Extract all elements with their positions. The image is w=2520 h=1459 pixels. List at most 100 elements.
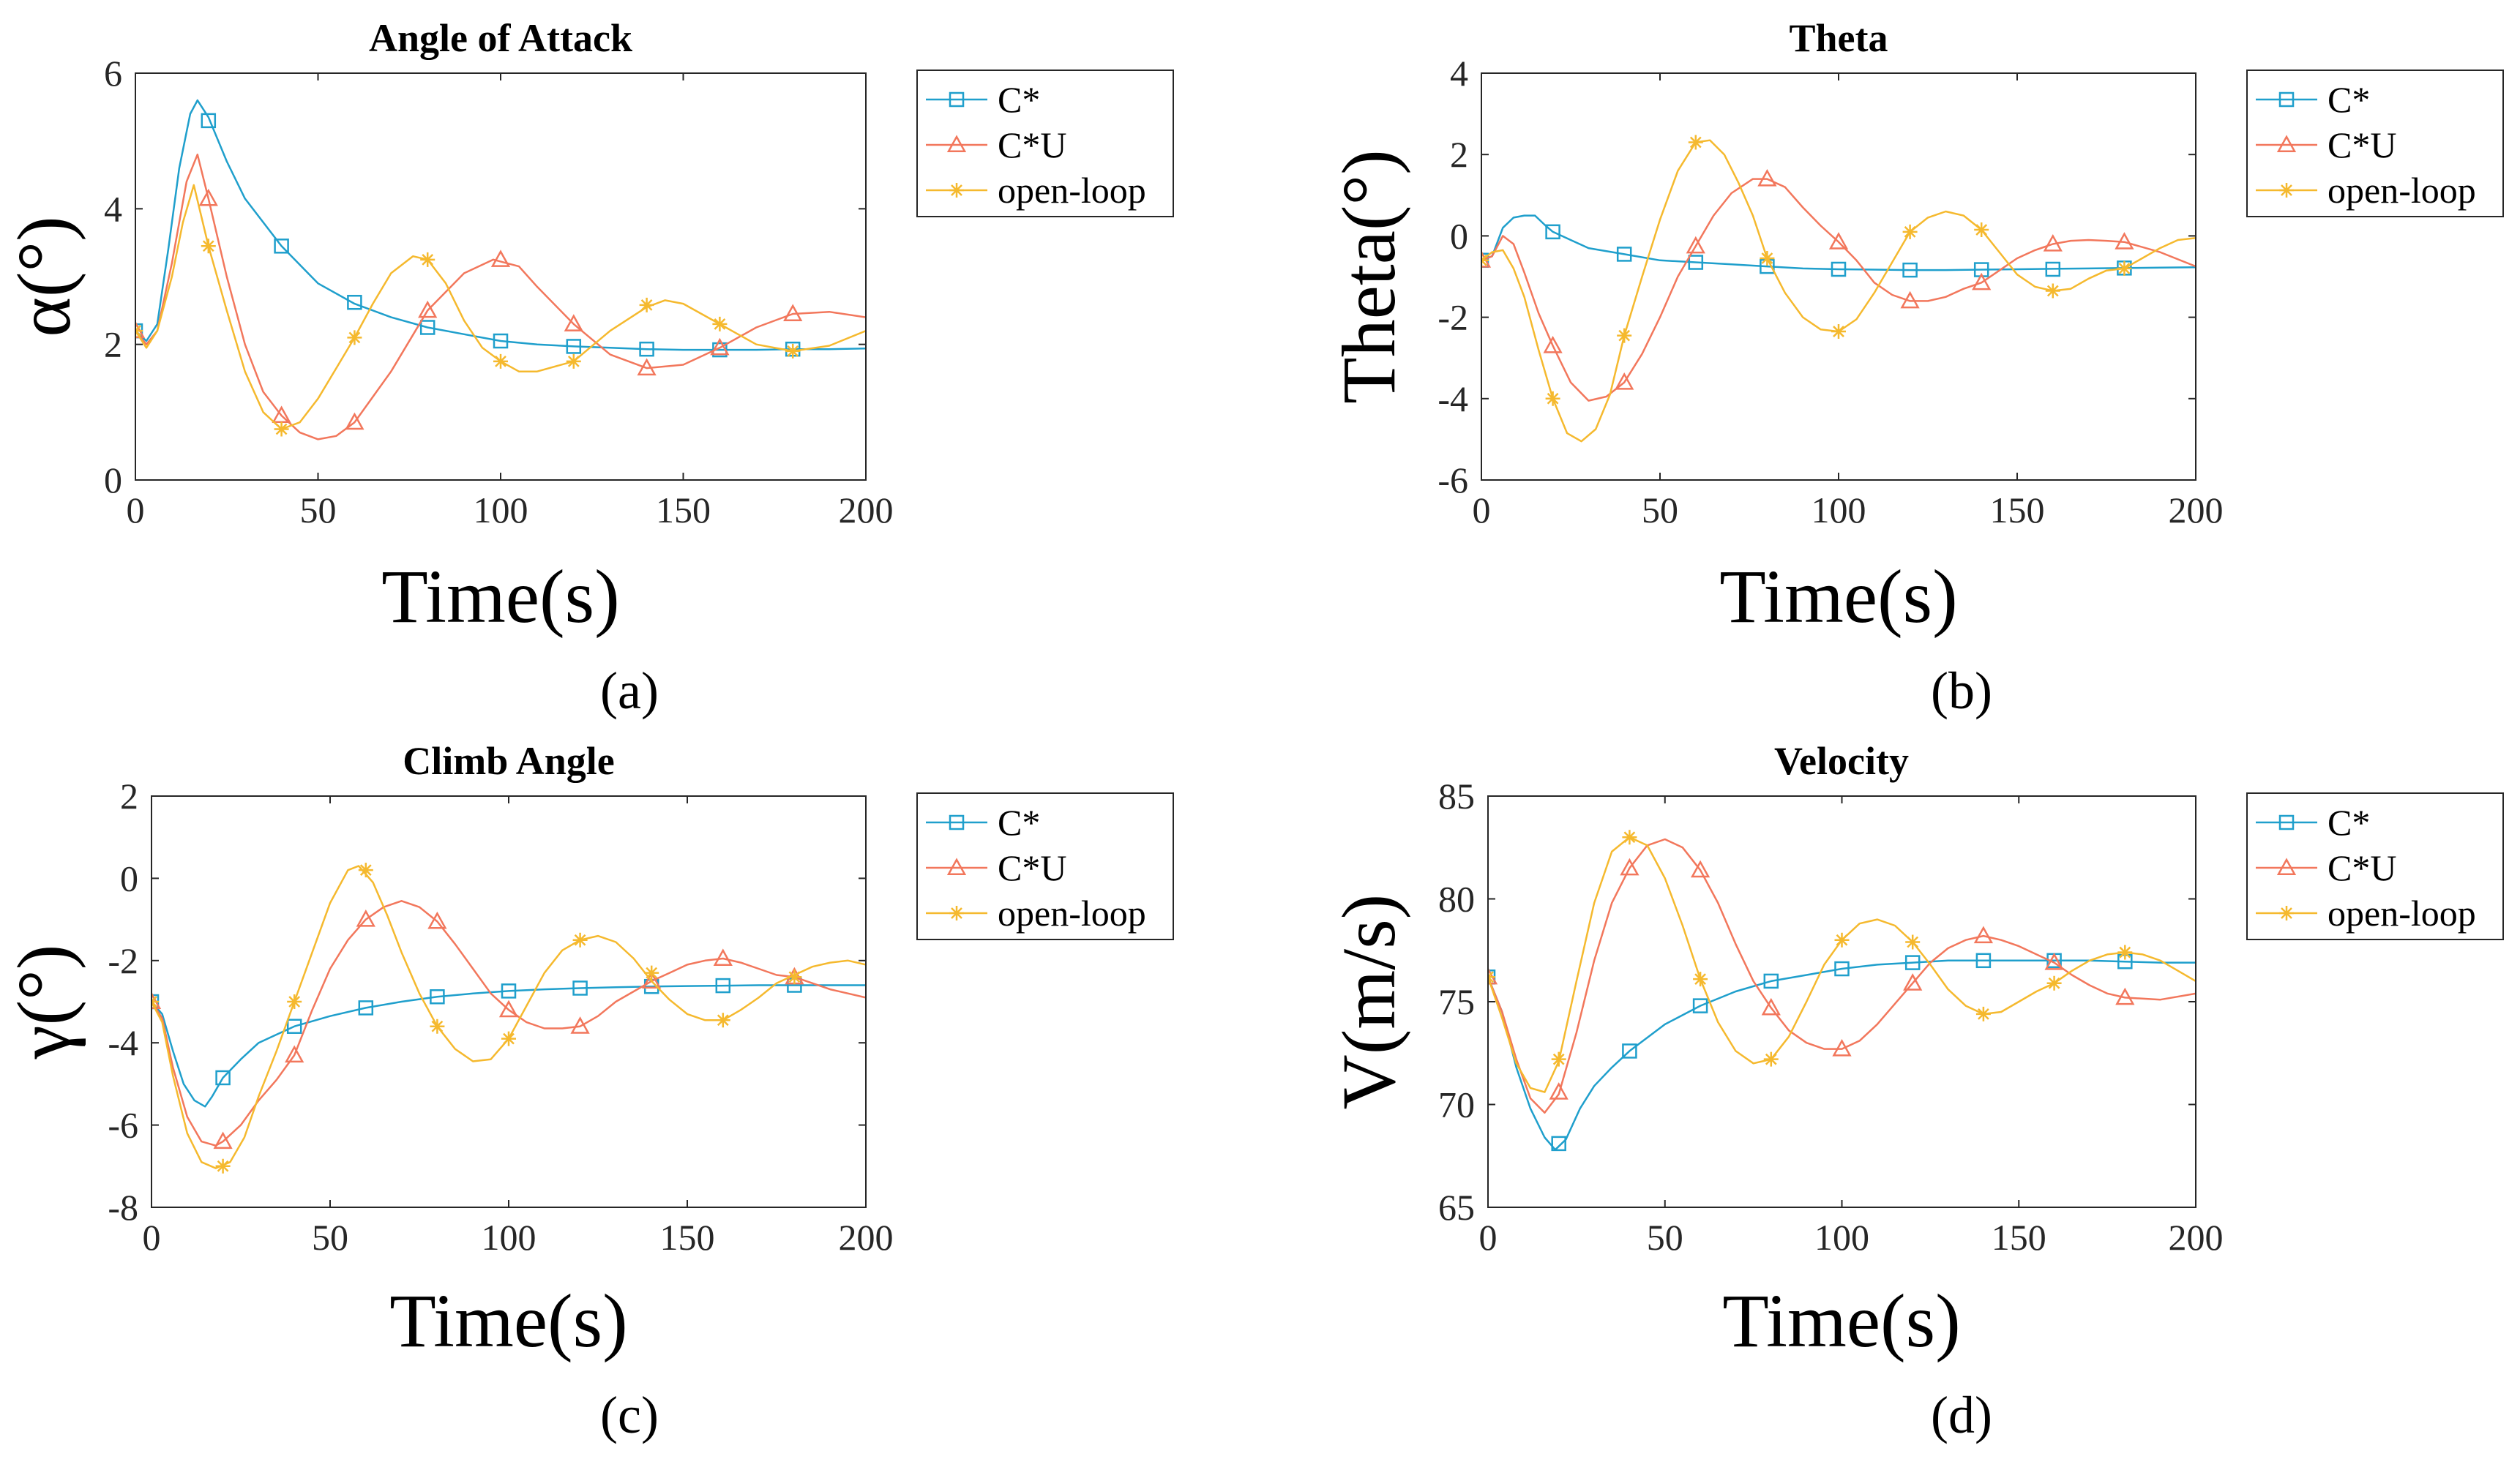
legend-marker	[949, 906, 964, 920]
data-point-marker	[1551, 1051, 1566, 1067]
data-point-marker	[1622, 1043, 1637, 1059]
x-tick-label: 200	[2169, 490, 2224, 530]
data-point-marker	[639, 297, 654, 312]
x-tick-label: 200	[839, 490, 894, 530]
data-point-marker	[274, 239, 289, 254]
data-point-marker	[1690, 860, 1710, 878]
legend-marker	[2278, 91, 2295, 108]
plot-area	[1488, 830, 2196, 1152]
data-point-marker	[430, 1019, 445, 1034]
x-tick-label: 150	[1992, 1217, 2046, 1258]
data-point-marker	[1831, 261, 1847, 277]
data-point-marker	[572, 932, 588, 948]
x-axis-label: Time(s)	[389, 1279, 628, 1363]
y-tick-label: -2	[1437, 297, 1468, 338]
data-point-marker	[2115, 987, 2135, 1005]
data-point-marker	[345, 412, 364, 430]
axes-box	[1487, 795, 2196, 1208]
data-point-marker	[1903, 973, 1923, 991]
data-point-marker	[493, 333, 509, 349]
chart-title: Velocity	[1774, 739, 1909, 783]
y-tick-label: 0	[1450, 215, 1468, 256]
legend-marker	[949, 91, 965, 108]
data-point-marker	[1972, 272, 1992, 290]
data-point-marker	[1617, 328, 1632, 343]
y-tick-label: 65	[1438, 1187, 1475, 1228]
data-point-marker	[274, 421, 289, 437]
series-openloop-group	[135, 184, 866, 437]
y-tick-label: -4	[1437, 378, 1468, 419]
data-point-marker	[490, 250, 511, 267]
data-point-marker	[1545, 391, 1560, 406]
data-point-marker	[642, 971, 662, 989]
data-point-marker	[501, 1031, 516, 1046]
chart-title: Climb Angle	[403, 739, 615, 783]
y-tick-label: 80	[1438, 879, 1475, 920]
y-tick-label: 70	[1438, 1084, 1475, 1125]
data-point-marker	[710, 337, 730, 356]
data-point-marker	[566, 339, 582, 354]
legend-label: C*	[2328, 79, 2370, 120]
data-point-marker	[564, 314, 583, 331]
y-tick-label: -6	[108, 1105, 138, 1146]
data-point-marker	[1975, 953, 1992, 969]
data-point-marker	[783, 304, 803, 322]
x-tick-label: 100	[1814, 1217, 1869, 1258]
x-axis-label: Time(s)	[1719, 555, 1958, 639]
data-point-marker	[287, 994, 302, 1009]
chart-panel-2: 0 50 100 150 200 -6 -4 -2 0 2 4 Theta Time(s) Theta(°…	[1327, 16, 2504, 720]
axes-box	[135, 72, 867, 481]
x-tick-label: 200	[2169, 1217, 2224, 1258]
data-point-marker	[1543, 335, 1563, 353]
series-line	[152, 984, 866, 1108]
data-point-marker	[1760, 250, 1775, 266]
x-tick-label: 0	[127, 490, 145, 530]
y-tick-label: 2	[120, 776, 138, 817]
data-point-marker	[356, 909, 375, 927]
plot-area	[135, 99, 866, 440]
y-tick-label: -4	[108, 1022, 138, 1063]
data-point-marker	[1902, 224, 1918, 239]
data-point-marker	[420, 252, 435, 267]
y-tick-label: 2	[104, 324, 122, 365]
y-tick-label: 2	[1450, 134, 1468, 175]
y-tick-label: 0	[120, 858, 138, 899]
legend-marker	[2276, 858, 2297, 876]
data-point-marker	[1828, 232, 1849, 250]
legend-item: C*	[2256, 79, 2370, 120]
series-line	[135, 99, 866, 351]
series-CU-group	[135, 153, 866, 440]
data-point-marker	[358, 863, 373, 878]
legend-marker	[2279, 183, 2294, 198]
series-openloop-group	[152, 863, 866, 1174]
data-point-marker	[2043, 233, 2063, 252]
legend-label: open-loop	[2328, 170, 2476, 211]
data-point-marker	[201, 239, 216, 254]
data-point-marker	[1904, 955, 1921, 970]
legend-marker	[949, 183, 964, 198]
data-point-marker	[1545, 224, 1560, 240]
series-line	[1488, 959, 2196, 1151]
data-point-marker	[1686, 236, 1705, 254]
legend-item: C*	[926, 802, 1040, 843]
data-point-marker	[787, 969, 802, 985]
data-point-marker	[566, 353, 581, 369]
data-point-marker	[285, 1045, 304, 1063]
legend: C*C*U open-loop	[916, 70, 1174, 217]
x-tick-label: 0	[143, 1217, 161, 1258]
data-point-marker	[1763, 1051, 1779, 1067]
legend-marker	[949, 814, 965, 830]
legend-item: C*	[2256, 802, 2370, 843]
data-point-marker	[644, 965, 659, 980]
legend-item: open-loop	[926, 170, 1146, 211]
data-point-marker	[1902, 262, 1918, 278]
data-point-marker	[358, 1000, 374, 1016]
data-point-marker	[347, 330, 362, 345]
series-line	[1488, 838, 2196, 1114]
data-point-marker	[1973, 926, 1994, 944]
legend-item: C*U	[926, 847, 1066, 888]
data-point-marker	[501, 983, 517, 999]
x-tick-label: 100	[482, 1217, 536, 1258]
legend-label: C*U	[2328, 124, 2396, 165]
